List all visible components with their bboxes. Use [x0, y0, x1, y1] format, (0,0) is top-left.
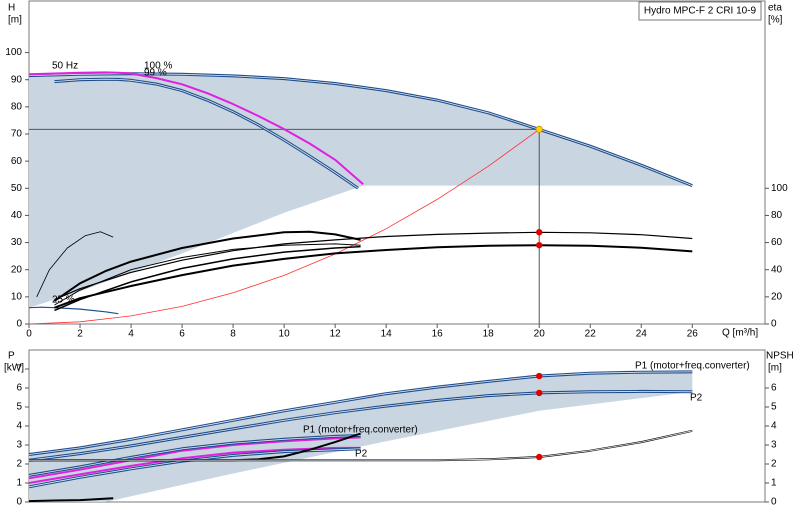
y2-tick-label: 0 — [771, 319, 777, 330]
x-tick-label: 14 — [381, 329, 393, 340]
y-unit: [m] — [8, 15, 22, 26]
x-tick-label: 0 — [26, 329, 32, 340]
y-tick-label: 30 — [11, 237, 23, 248]
curve-highlight — [28, 73, 693, 186]
annotation: P1 (motor+freq.converter) — [635, 361, 750, 372]
y-tick-label: 6 — [16, 383, 22, 394]
duty-point — [536, 241, 543, 249]
annotation: P2 — [690, 393, 703, 404]
curve — [28, 497, 114, 503]
y2-unit: [%] — [768, 15, 783, 26]
curve — [28, 71, 364, 185]
y-unit: [kW] — [4, 363, 24, 374]
x-tick-label: 24 — [636, 329, 648, 340]
curve-highlight — [28, 371, 693, 455]
y2-label: eta — [768, 3, 782, 14]
curve — [28, 129, 540, 325]
y-tick-label: 40 — [11, 210, 23, 221]
y-tick-label: 60 — [11, 156, 23, 167]
curve — [53, 230, 361, 302]
x-tick-label: 12 — [330, 329, 342, 340]
y2-tick-label: 3 — [771, 440, 777, 451]
y-label: P — [8, 351, 15, 362]
annotation: 50 Hz — [52, 61, 78, 72]
curve — [54, 243, 361, 306]
curve — [54, 244, 693, 309]
curve-highlight — [29, 430, 693, 461]
duty-point — [536, 229, 543, 236]
y-tick-label: 0 — [16, 319, 22, 330]
y-tick-label: 1 — [16, 478, 22, 489]
y2-tick-label: 20 — [771, 291, 783, 302]
curve — [36, 231, 114, 298]
plot: 0 1 2 3 4 5 6 7 0 1 2 3 4 5 6 P[kW] NPSH[m] P1 (motor+fre… — [4, 349, 794, 508]
y2-tick-label: 1 — [771, 478, 777, 489]
x-tick-label: 6 — [179, 329, 185, 340]
y2-tick-label: 40 — [771, 264, 783, 275]
x-tick-label: 18 — [483, 329, 495, 340]
y-tick-label: 100 — [5, 47, 22, 58]
annotation: 25 % — [52, 295, 75, 306]
title-box — [638, 1, 762, 21]
y-tick-label: 5 — [16, 402, 22, 413]
duty-point — [536, 389, 543, 397]
x-label: Q [m³/h] — [722, 328, 758, 339]
x-tick-label: 16 — [432, 329, 444, 340]
y2-tick-label: 4 — [771, 421, 777, 432]
y-tick-label: 2 — [16, 459, 22, 470]
curve — [54, 245, 361, 312]
annotation: P1 (motor+freq.converter) — [303, 425, 418, 436]
y2-tick-label: 6 — [771, 383, 777, 394]
y-tick-label: 50 — [11, 183, 23, 194]
x-tick-label: 26 — [687, 329, 699, 340]
y-tick-label: 70 — [11, 129, 23, 140]
x-tick-label: 2 — [77, 329, 83, 340]
y-tick-label: 90 — [11, 74, 23, 85]
y-tick-label: 0 — [16, 497, 22, 508]
curve — [28, 436, 361, 480]
chart-title: Hydro MPC-F 2 CRI 10-9 — [644, 6, 757, 17]
operating-area — [29, 73, 693, 308]
y2-tick-label: 5 — [771, 402, 777, 413]
duty-point — [535, 125, 543, 133]
y2-label: NPSH — [766, 351, 794, 362]
y2-tick-label: 0 — [771, 497, 777, 508]
annotation: P2 — [355, 449, 368, 460]
y2-tick-label: 80 — [771, 210, 783, 221]
curve-highlight — [28, 448, 361, 488]
curve — [28, 306, 119, 315]
curve — [28, 446, 361, 484]
annotation: 100 % — [144, 61, 172, 72]
duty-point — [536, 372, 543, 380]
y-tick-label: 3 — [16, 440, 22, 451]
x-tick-label: 10 — [279, 329, 291, 340]
curve — [54, 231, 693, 301]
x-tick-label: 22 — [585, 329, 597, 340]
y-label: H — [8, 3, 15, 14]
y-tick-label: 20 — [11, 264, 23, 275]
y-tick-label: 80 — [11, 101, 23, 112]
y2-unit: [m] — [768, 363, 782, 374]
x-tick-label: 4 — [128, 329, 134, 340]
x-tick-label: 8 — [230, 329, 236, 340]
y2-tick-label: 100 — [771, 183, 788, 194]
y-tick-label: 10 — [11, 291, 23, 302]
y-tick-label: 4 — [16, 421, 22, 432]
duty-point — [536, 453, 543, 461]
curve-highlight — [28, 435, 361, 476]
annotation: 99 % — [144, 68, 167, 79]
x-tick-label: 20 — [534, 329, 546, 340]
y-tick-label: 7 — [16, 364, 22, 375]
curve-highlight — [54, 78, 359, 189]
y2-tick-label: 2 — [771, 459, 777, 470]
y2-tick-label: 60 — [771, 237, 783, 248]
curve-highlight — [28, 390, 693, 461]
